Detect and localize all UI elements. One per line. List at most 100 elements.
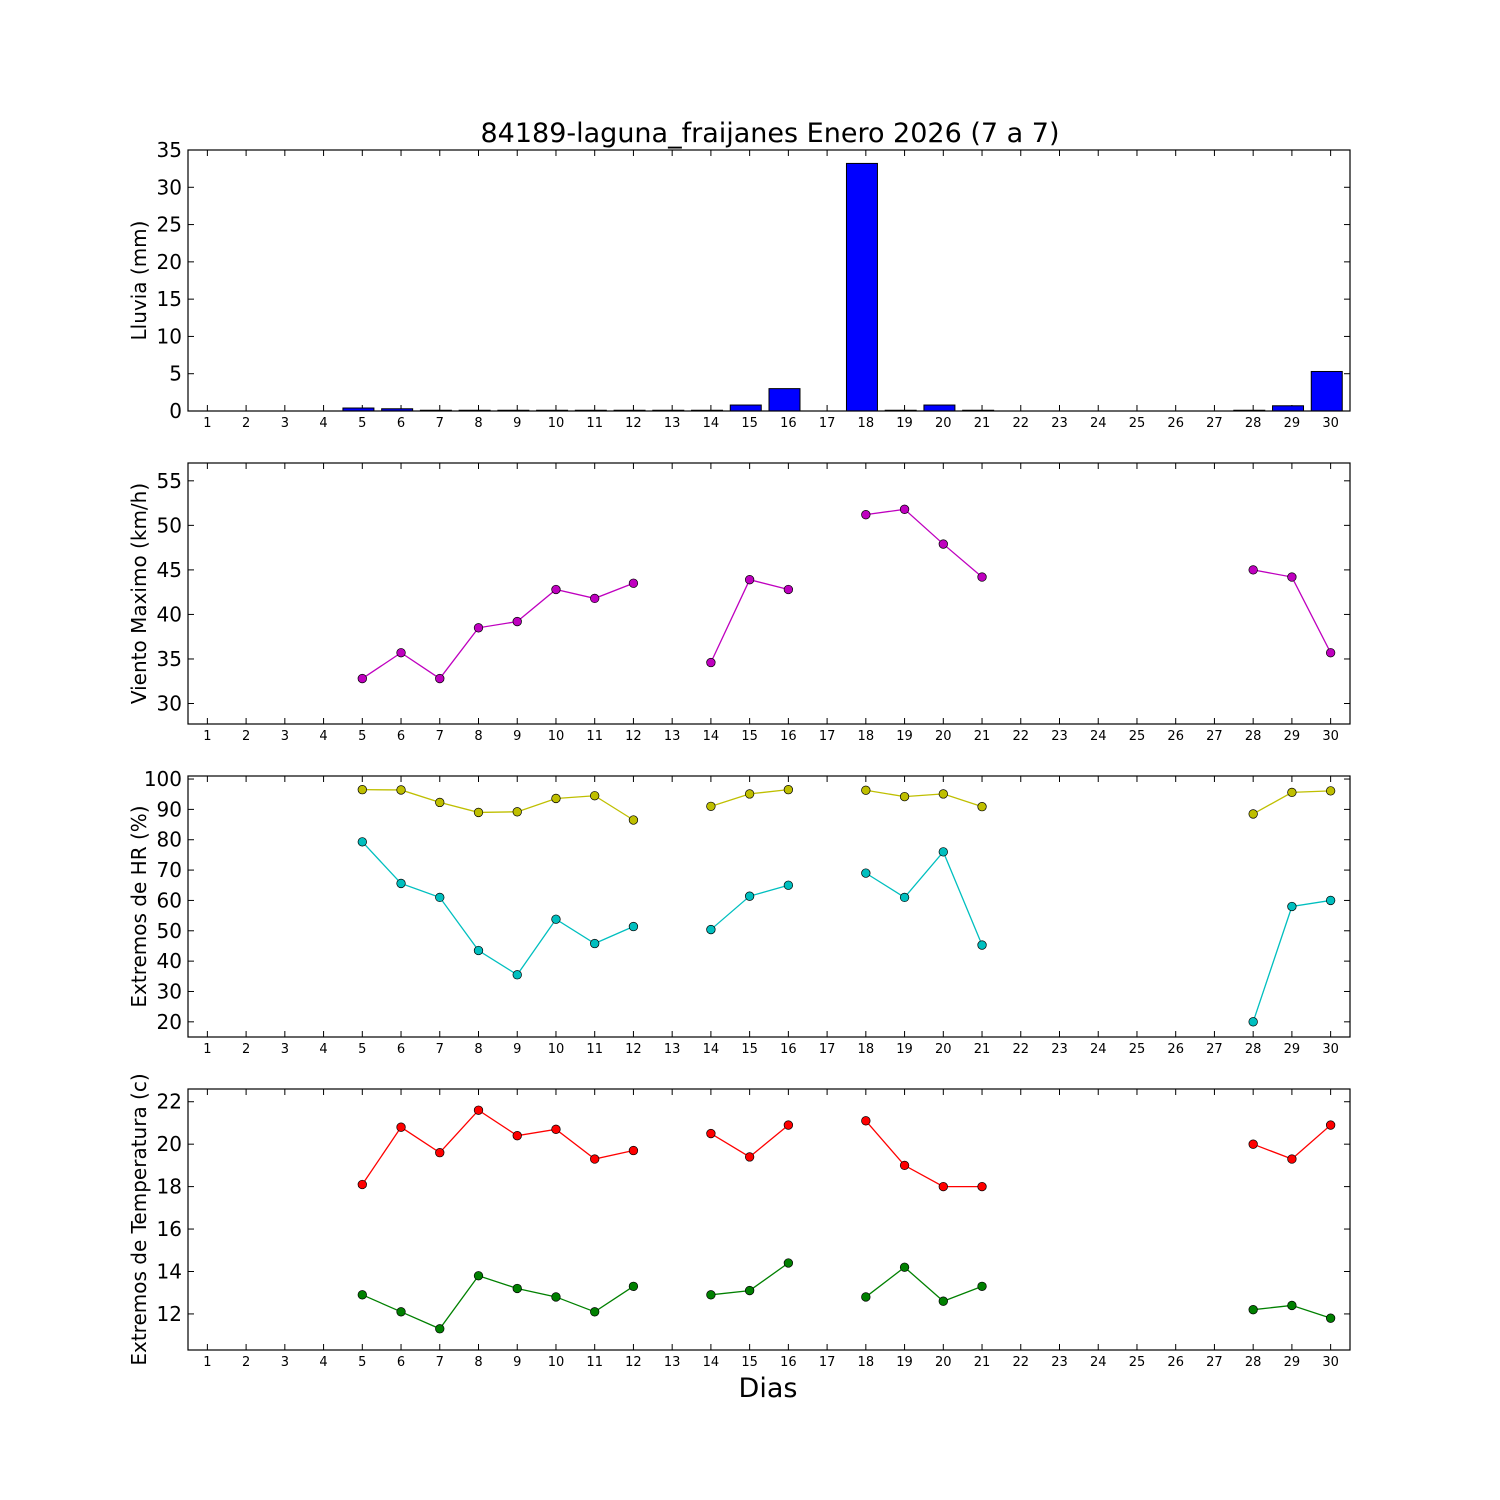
xtick-label: 20 xyxy=(935,729,952,744)
xtick-label: 5 xyxy=(358,416,366,431)
ytick-label: 20 xyxy=(157,1010,182,1034)
xtick-label: 16 xyxy=(780,729,797,744)
xtick-label: 18 xyxy=(858,416,875,431)
data-point xyxy=(1325,786,1336,796)
xtick-label: 12 xyxy=(625,729,642,744)
plot-frame xyxy=(187,149,1351,412)
series-line xyxy=(865,850,983,946)
data-point xyxy=(590,791,600,801)
xtick-label: 8 xyxy=(474,1355,482,1370)
xtick-label: 13 xyxy=(664,1355,681,1370)
data-point xyxy=(473,1105,484,1115)
xtick-label: 18 xyxy=(858,1355,875,1370)
data-point xyxy=(473,807,484,818)
xtick-label: 18 xyxy=(858,1042,875,1057)
xtick-label: 24 xyxy=(1090,416,1107,431)
data-point xyxy=(628,1145,639,1156)
xtick-label: 6 xyxy=(397,416,405,431)
xtick-label: 17 xyxy=(819,729,836,744)
data-point xyxy=(357,1179,367,1190)
data-point xyxy=(1325,648,1336,658)
xtick-label: 13 xyxy=(664,416,681,431)
plot-frame xyxy=(187,775,1351,1038)
data-point xyxy=(861,868,871,878)
xtick-label: 14 xyxy=(703,1355,720,1370)
data-point xyxy=(706,924,716,935)
chart-title: 84189-laguna_fraijanes Enero 2026 (7 a 7… xyxy=(481,118,1060,149)
xtick-label: 1 xyxy=(203,1042,211,1057)
xtick-label: 12 xyxy=(625,1355,642,1370)
xtick-label: 17 xyxy=(819,1355,836,1370)
xtick-label: 14 xyxy=(703,416,720,431)
xtick-label: 11 xyxy=(586,729,603,744)
xtick-label: 3 xyxy=(281,416,289,431)
data-point xyxy=(435,892,445,903)
xtick-label: 13 xyxy=(664,1042,681,1057)
data-point xyxy=(899,1160,910,1171)
data-point xyxy=(706,1128,716,1139)
data-point xyxy=(590,1154,600,1164)
xtick-label: 8 xyxy=(474,729,482,744)
xtick-label: 6 xyxy=(397,1042,405,1057)
data-point xyxy=(1287,787,1297,798)
xtick-label: 13 xyxy=(664,729,681,744)
data-point xyxy=(590,1307,600,1317)
data-point xyxy=(744,1285,755,1296)
data-point xyxy=(473,945,484,956)
data-point xyxy=(706,801,716,811)
xtick-label: 9 xyxy=(513,729,521,744)
data-point xyxy=(861,510,871,520)
ytick-label: 18 xyxy=(157,1175,182,1199)
xtick-label: 15 xyxy=(741,416,758,431)
series-line xyxy=(361,582,634,680)
series-line xyxy=(362,789,634,821)
ytick-label: 40 xyxy=(157,602,182,626)
xtick-label: 21 xyxy=(974,416,991,431)
ytick-label: 0 xyxy=(169,399,182,423)
data-point xyxy=(357,837,367,847)
xtick-label: 21 xyxy=(974,1355,991,1370)
xtick-label: 17 xyxy=(819,1042,836,1057)
data-point xyxy=(783,785,794,795)
xtick-label: 14 xyxy=(703,729,720,744)
xtick-label: 1 xyxy=(203,416,211,431)
data-point xyxy=(512,807,522,817)
xtick-label: 20 xyxy=(935,1355,952,1370)
xtick-label: 3 xyxy=(281,1355,289,1370)
xtick-label: 2 xyxy=(242,416,250,431)
xtick-label: 4 xyxy=(319,1355,327,1370)
xtick-label: 27 xyxy=(1206,1042,1223,1057)
xtick-label: 24 xyxy=(1090,1042,1107,1057)
ytick-label: 16 xyxy=(157,1217,182,1241)
xtick-label: 23 xyxy=(1051,1042,1068,1057)
xtick-label: 20 xyxy=(935,1042,952,1057)
bar xyxy=(1310,370,1343,412)
data-point xyxy=(744,789,755,799)
data-point xyxy=(899,791,910,802)
y-axis-label: Lluvia (mm) xyxy=(127,221,151,341)
xtick-label: 8 xyxy=(474,416,482,431)
series-line xyxy=(362,1274,634,1330)
xtick-label: 17 xyxy=(819,416,836,431)
xtick-label: 27 xyxy=(1206,729,1223,744)
data-point xyxy=(783,1258,794,1268)
data-point xyxy=(512,616,522,627)
ytick-label: 80 xyxy=(157,828,182,852)
xtick-label: 9 xyxy=(513,416,521,431)
xtick-label: 28 xyxy=(1245,729,1262,744)
data-point xyxy=(357,785,367,795)
xtick-label: 11 xyxy=(586,416,603,431)
xtick-label: 25 xyxy=(1129,1042,1146,1057)
data-point xyxy=(1325,1120,1336,1130)
plot-frame xyxy=(187,1088,1351,1351)
data-point xyxy=(977,572,987,582)
xtick-label: 25 xyxy=(1129,729,1146,744)
ytick-label: 100 xyxy=(144,767,182,791)
xtick-label: 29 xyxy=(1284,729,1301,744)
xtick-label: 23 xyxy=(1051,1355,1068,1370)
xtick-label: 26 xyxy=(1167,729,1184,744)
xtick-label: 26 xyxy=(1167,1355,1184,1370)
xtick-label: 30 xyxy=(1322,416,1339,431)
series-line xyxy=(361,1109,634,1185)
